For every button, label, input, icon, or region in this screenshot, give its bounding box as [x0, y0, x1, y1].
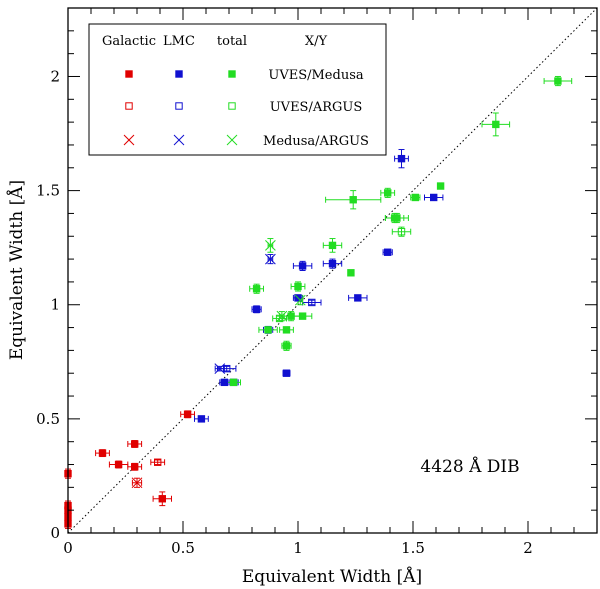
data-point-total-filled-square [411, 193, 420, 202]
data-point-total-filled-square [349, 196, 357, 204]
legend-header-galactic: Galactic [102, 34, 156, 49]
data-point-lmc-filled-square [430, 193, 438, 202]
x-tick-label: 1 [293, 539, 303, 557]
legend-row-uves-argus: UVES/ARGUS [270, 100, 363, 115]
legend-box [88, 23, 387, 156]
legend-marker-total-cross [226, 134, 238, 146]
data-point-total-filled-square [294, 282, 302, 291]
data-point-total-cross [294, 294, 306, 306]
legend-marker-galactic-open-square [125, 102, 133, 110]
cross-stroke [214, 363, 226, 375]
data-point-lmc-cross [214, 363, 226, 375]
data-point-lmc-filled-square [354, 294, 362, 302]
data-point-total-filled-square [393, 214, 401, 222]
data-point-lmc-open-square [308, 298, 316, 307]
data-point-lmc-filled-square [298, 262, 307, 270]
data-point-lmc-cross [265, 253, 276, 265]
cross-stroke [265, 253, 276, 265]
legend-marker-total-open-square [228, 102, 236, 110]
legend: Galactic LMC total X/Y UVES/Medusa UVES/… [88, 23, 387, 156]
legend-marker-galactic-cross [123, 134, 135, 146]
legend-marker-lmc-cross [173, 134, 185, 146]
legend-markers [123, 70, 238, 146]
data-point-lmc-filled-square [197, 415, 206, 423]
data-point-total-filled-square [554, 77, 562, 85]
legend-marker-lmc-filled-square [175, 70, 183, 78]
data-point-galactic-open-square [154, 458, 162, 466]
cross-stroke [123, 134, 135, 146]
y-tick-label: 0.5 [36, 410, 60, 428]
data-point-total-filled-square [298, 312, 307, 320]
data-point-total-filled-square [492, 120, 500, 129]
y-tick-label: 1 [50, 296, 60, 314]
data-point-galactic-filled-square [131, 463, 139, 471]
data-point-total-cross [276, 310, 288, 322]
legend-row-uves-medusa: UVES/Medusa [268, 68, 363, 83]
data-point-lmc-filled-square [252, 305, 261, 314]
data-point-lmc-filled-square [328, 259, 337, 268]
data-point-lmc-filled-square [384, 248, 392, 256]
legend-marker-total-filled-square [228, 70, 236, 78]
legend-marker-lmc-open-square [175, 102, 183, 110]
cross-stroke [173, 134, 185, 146]
cross-stroke [294, 294, 306, 306]
data-point-total-filled-square [282, 342, 291, 350]
data-point-total-filled-square [264, 326, 272, 334]
data-point-total-filled-square [328, 241, 337, 250]
legend-header-ratio: X/Y [305, 34, 328, 49]
tick-layer: 0 0.5 1 1.5 2 0 0.5 1 1.5 2 [36, 7, 598, 557]
reference-line-y-equals-x [67, 7, 598, 534]
data-point-total-filled-square [436, 182, 445, 190]
data-point-galactic-filled-square [114, 460, 123, 469]
data-point-galactic-filled-square [183, 410, 192, 419]
cross-stroke [276, 310, 288, 322]
plot-frame [67, 7, 598, 534]
legend-header-lmc: LMC [163, 34, 195, 49]
y-tick-label: 1.5 [36, 182, 60, 200]
data-point-total-filled-square [347, 269, 355, 277]
cross-stroke [226, 134, 238, 146]
x-tick-label: 0.5 [171, 539, 195, 557]
data-point-lmc-open-square [223, 364, 231, 373]
y-tick-label: 0 [50, 524, 60, 542]
legend-header-total: total [217, 34, 247, 49]
data-point-total-cross [265, 240, 276, 251]
x-tick-label: 0 [63, 539, 73, 557]
data-point-total-filled-square [229, 378, 238, 387]
data-point-total-filled-square [287, 312, 295, 320]
data-point-galactic-filled-square [131, 440, 139, 448]
reference-line-layer [67, 7, 598, 534]
data-point-galactic-filled-square [98, 449, 107, 457]
y-axis-title: Equivalent Width [Å] [6, 180, 27, 360]
data-point-total-filled-square [252, 285, 261, 293]
legend-row-medusa-argus: Medusa/ARGUS [263, 134, 369, 149]
data-point-galactic-cross [131, 477, 143, 489]
y-tick-label: 2 [50, 67, 60, 85]
legend-marker-galactic-filled-square [125, 70, 133, 78]
cross-stroke [131, 477, 143, 489]
data-point-total-filled-square [384, 189, 392, 197]
data-point-lmc-filled-square [282, 369, 291, 377]
x-tick-label: 2 [523, 539, 533, 557]
x-tick-label: 1.5 [401, 539, 425, 557]
x-axis-title: Equivalent Width [Å] [242, 566, 422, 587]
data-point-total-open-square [275, 314, 284, 323]
data-point-lmc-filled-square [397, 154, 406, 163]
dib-annotation: 4428 Å DIB [420, 456, 519, 477]
data-point-galactic-filled-square [158, 495, 167, 503]
data-point-total-filled-square [282, 326, 291, 334]
cross-stroke [265, 240, 276, 251]
data-point-lmc-filled-square [220, 378, 229, 387]
data-point-total-open-square [397, 227, 406, 236]
